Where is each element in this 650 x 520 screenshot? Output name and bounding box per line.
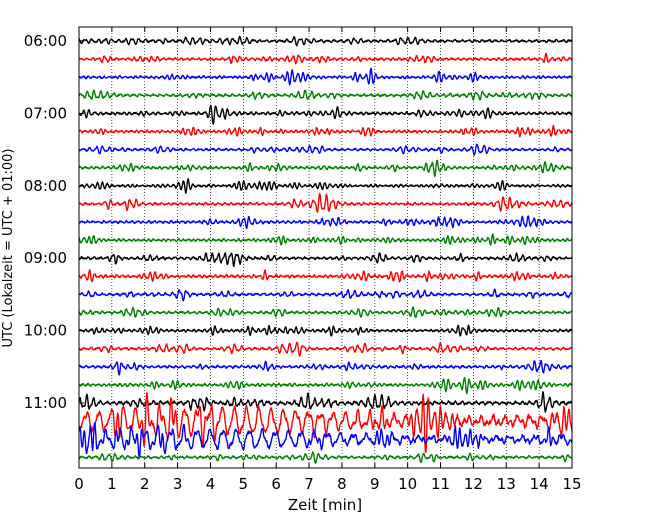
trace-0930 bbox=[78, 288, 573, 302]
trace-1015 bbox=[78, 341, 573, 357]
traces bbox=[78, 35, 573, 464]
trace-1130 bbox=[78, 422, 573, 459]
trace-0900 bbox=[78, 252, 573, 268]
trace-1145 bbox=[78, 451, 573, 464]
x-tick-label-10: 10 bbox=[398, 475, 417, 493]
y-axis-label: UTC (Lokalzeit = UTC + 01:00) bbox=[1, 149, 16, 348]
trace-1030 bbox=[78, 359, 573, 376]
x-tick-label-4: 4 bbox=[206, 475, 216, 493]
x-tick-label-7: 7 bbox=[304, 475, 314, 493]
x-axis-ticks: 0 1 2 3 4 5 6 7 8 9 10 11 12 13 14 15 bbox=[74, 27, 582, 493]
x-tick-label-2: 2 bbox=[140, 475, 150, 493]
x-tick-label-6: 6 bbox=[271, 475, 281, 493]
y-tick-label-4: 10:00 bbox=[24, 322, 67, 340]
x-axis-label: Zeit [min] bbox=[288, 496, 362, 514]
y-tick-label-2: 08:00 bbox=[24, 177, 67, 195]
trace-0815 bbox=[78, 192, 573, 213]
trace-1115 bbox=[78, 392, 573, 453]
trace-0615 bbox=[78, 52, 573, 65]
trace-0730 bbox=[78, 143, 573, 156]
x-tick-label-11: 11 bbox=[431, 475, 450, 493]
y-tick-label-5: 11:00 bbox=[24, 394, 67, 412]
trace-0845 bbox=[78, 233, 573, 246]
x-tick-label-14: 14 bbox=[530, 475, 549, 493]
trace-0800 bbox=[78, 178, 573, 194]
trace-0915 bbox=[78, 269, 573, 283]
x-tick-label-0: 0 bbox=[74, 475, 84, 493]
x-tick-label-5: 5 bbox=[239, 475, 249, 493]
x-tick-label-1: 1 bbox=[107, 475, 117, 493]
trace-0630 bbox=[78, 67, 573, 86]
trace-0945 bbox=[78, 306, 573, 319]
x-tick-label-9: 9 bbox=[370, 475, 380, 493]
trace-0645 bbox=[78, 89, 573, 101]
trace-0600 bbox=[78, 35, 573, 47]
y-tick-label-0: 06:00 bbox=[24, 32, 67, 50]
x-tick-label-3: 3 bbox=[173, 475, 183, 493]
x-tick-label-8: 8 bbox=[337, 475, 347, 493]
x-tick-label-15: 15 bbox=[562, 475, 581, 493]
x-tick-label-13: 13 bbox=[497, 475, 516, 493]
trace-1000 bbox=[78, 324, 573, 337]
y-axis-ticks: 06:00 07:00 08:00 09:00 10:00 11:00 bbox=[24, 32, 572, 412]
trace-0745 bbox=[78, 159, 573, 178]
y-tick-label-3: 09:00 bbox=[24, 249, 67, 267]
x-tick-label-12: 12 bbox=[464, 475, 483, 493]
trace-0715 bbox=[78, 124, 573, 138]
trace-1100 bbox=[78, 391, 573, 413]
trace-1045 bbox=[78, 377, 573, 395]
plot-frame bbox=[78, 26, 573, 469]
y-tick-label-1: 07:00 bbox=[24, 104, 67, 122]
trace-0830 bbox=[78, 215, 573, 230]
trace-0700 bbox=[78, 104, 573, 125]
